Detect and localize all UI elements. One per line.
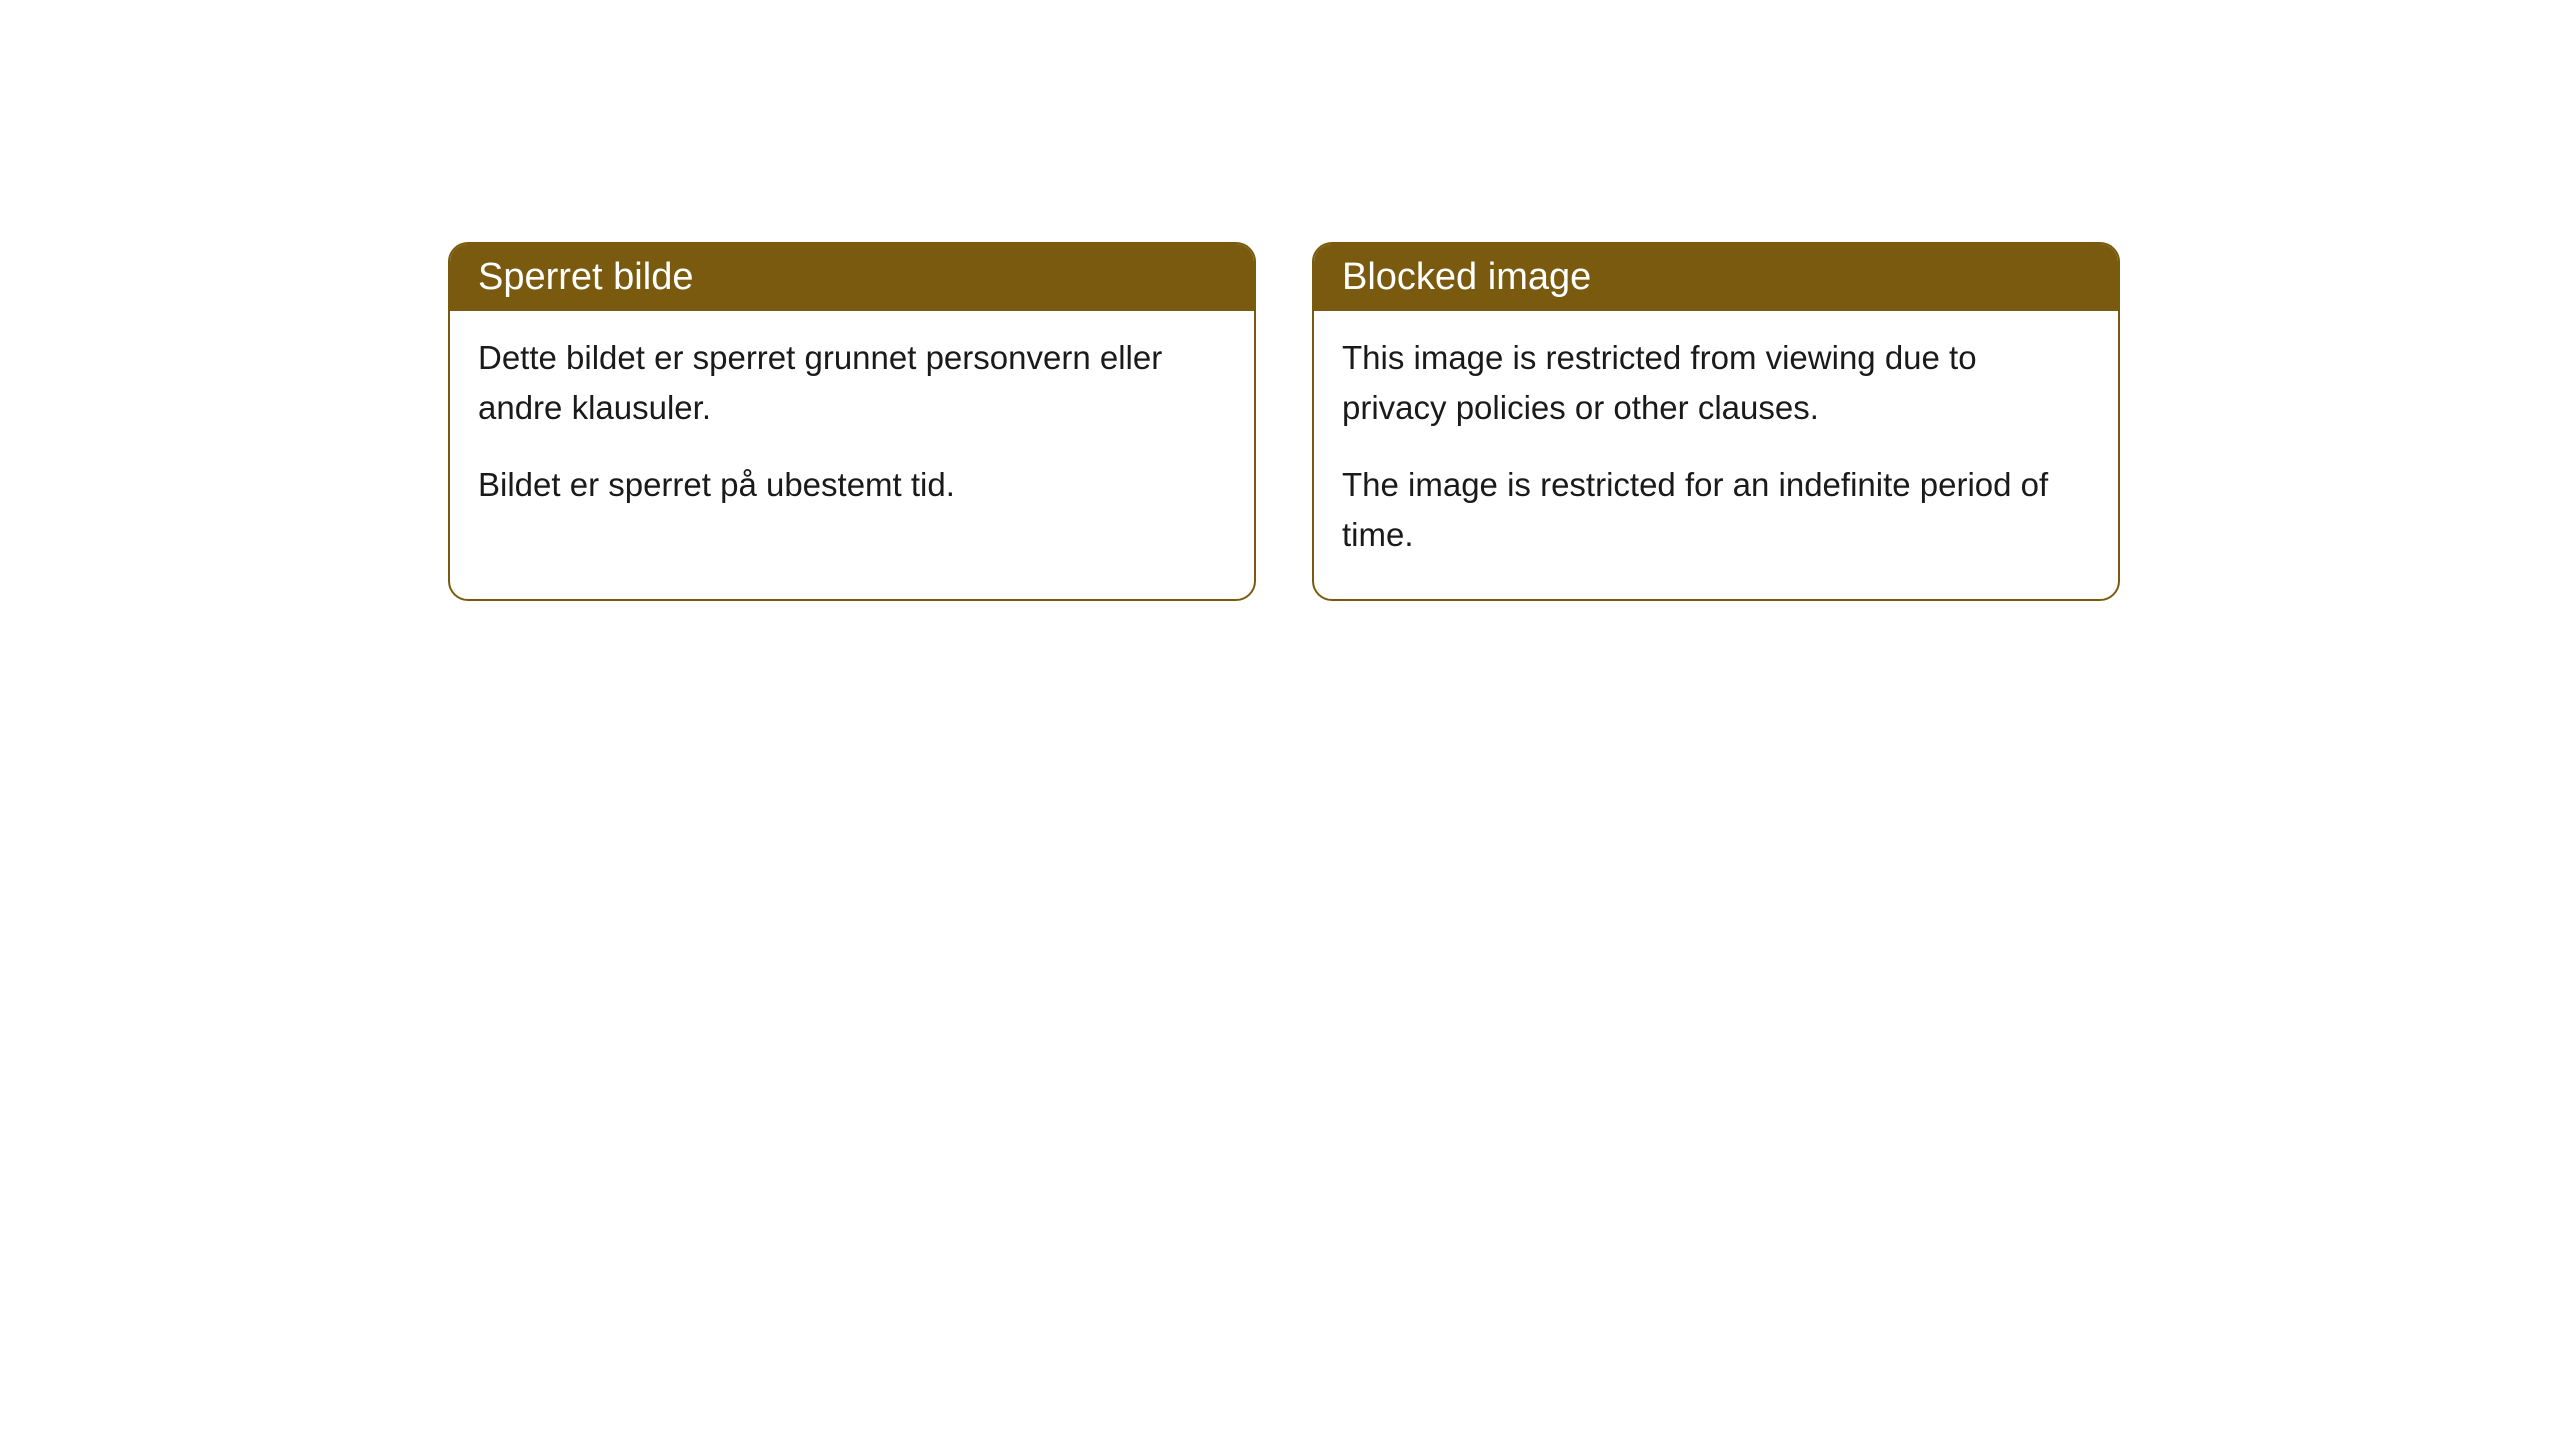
notice-card-english: Blocked image This image is restricted f…: [1312, 242, 2120, 601]
card-header-english: Blocked image: [1314, 244, 2118, 311]
card-title: Blocked image: [1342, 256, 1591, 298]
card-title: Sperret bilde: [478, 256, 693, 298]
card-paragraph: This image is restricted from viewing du…: [1342, 333, 2090, 432]
card-paragraph: The image is restricted for an indefinit…: [1342, 460, 2090, 559]
notice-card-norwegian: Sperret bilde Dette bildet er sperret gr…: [448, 242, 1256, 601]
notice-container: Sperret bilde Dette bildet er sperret gr…: [448, 242, 2120, 601]
card-body-norwegian: Dette bildet er sperret grunnet personve…: [450, 311, 1254, 550]
card-header-norwegian: Sperret bilde: [450, 244, 1254, 311]
card-paragraph: Bildet er sperret på ubestemt tid.: [478, 460, 1226, 510]
card-paragraph: Dette bildet er sperret grunnet personve…: [478, 333, 1226, 432]
card-body-english: This image is restricted from viewing du…: [1314, 311, 2118, 599]
